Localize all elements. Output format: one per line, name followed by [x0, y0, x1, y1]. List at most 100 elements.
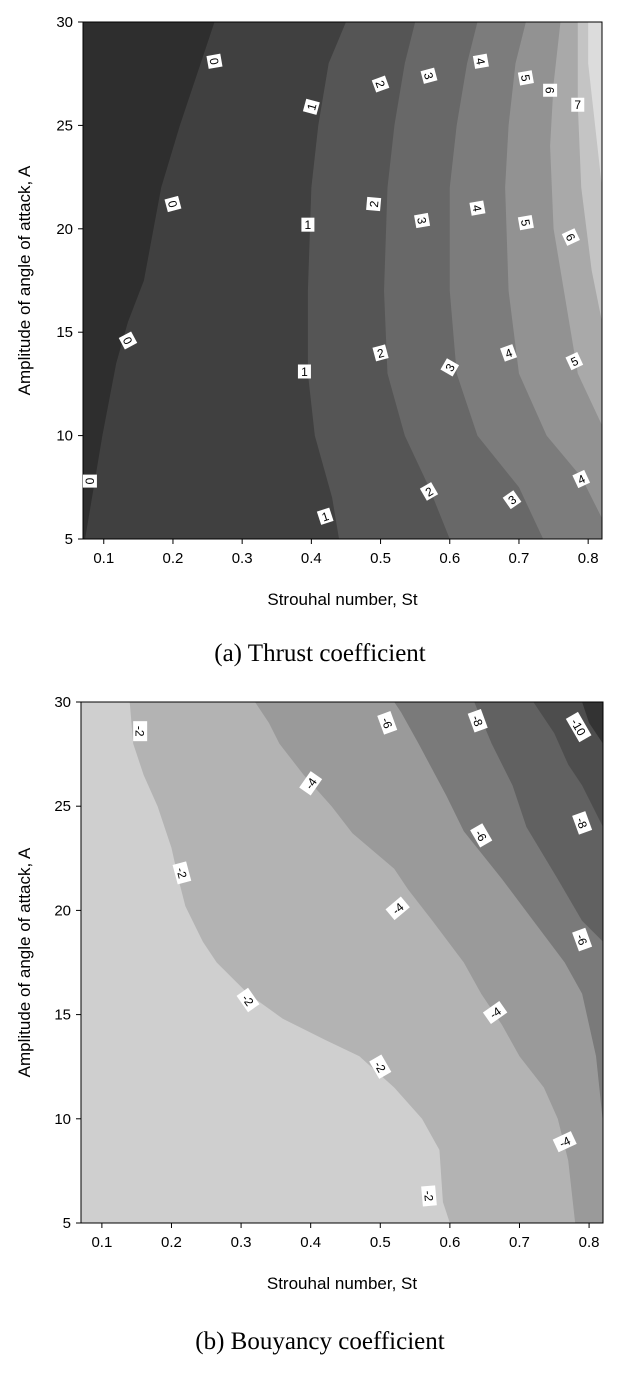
contour-label-text: 4 — [469, 204, 484, 213]
contour-label: -4 — [552, 1131, 577, 1153]
x-tick-label: 0.8 — [579, 1234, 600, 1251]
plot-frame — [82, 21, 603, 540]
contour-label: 7 — [571, 97, 585, 112]
contour-label: 0 — [164, 195, 182, 213]
contour-label: -2 — [172, 861, 192, 885]
y-tick-label: 30 — [54, 694, 71, 711]
contour-label-text: 5 — [518, 73, 533, 82]
y-tick-label: 10 — [54, 1111, 71, 1128]
contour-label: 4 — [500, 344, 518, 362]
x-tick-label: 0.4 — [301, 550, 322, 567]
contour-label-text: 2 — [372, 79, 388, 90]
x-tick-label: 0.5 — [370, 550, 391, 567]
x-tick-label: 0.8 — [578, 550, 599, 567]
thrust-contour-chart: 0 0 0 0 1 1 1 1 2 2 2 2 3 3 3 3 4 4 4 4 5 5 5 6 6 7 0.1 0.2 0.3 0.4 0.… — [15, 14, 603, 609]
contour-label: 1 — [316, 507, 334, 525]
contour-label-text: 3 — [421, 71, 436, 81]
y-tick-label: 20 — [56, 221, 73, 238]
contour-band--12 — [533, 702, 603, 1223]
contour-label: -4 — [482, 1001, 508, 1024]
contour-label-text: 2 — [367, 200, 382, 208]
x-tick-label: 0.1 — [91, 1234, 112, 1251]
contour-label: 2 — [366, 196, 382, 212]
contour-label-text: 0 — [82, 478, 96, 485]
y-axis-label: Amplitude of angle of attack, A — [15, 847, 34, 1077]
panel-buoyancy: -2 -2 -2 -2 -2 -4 -4 -4 -4 -6 -6 -6 -8 -8 -10 0.1 0.2 0.3… — [0, 690, 640, 1381]
x-tick-label: 0.1 — [93, 550, 114, 567]
contour-label-text: 4 — [473, 57, 488, 66]
contour-regions — [81, 702, 603, 1223]
contour-label: 4 — [572, 469, 591, 489]
y-tick-label: 5 — [65, 531, 73, 548]
contour-label: 1 — [302, 98, 320, 115]
contour-label: -6 — [470, 823, 493, 848]
caption-buoyancy: (b) Bouyancy coefficient — [195, 1328, 445, 1355]
contour-label-text: 7 — [574, 98, 581, 112]
contour-label-text: 1 — [305, 218, 312, 232]
contour-band-8 — [588, 22, 602, 539]
contour-label-text: -2 — [173, 866, 189, 880]
contour-label: -4 — [299, 771, 323, 796]
x-tick-label: 0.7 — [509, 1234, 530, 1251]
contour-label: -6 — [377, 711, 398, 735]
contour-label: 0 — [118, 331, 138, 350]
y-tick-label: 5 — [63, 1215, 71, 1232]
contour-label-text: -2 — [421, 1190, 436, 1202]
contour-label: 0 — [206, 53, 223, 69]
contour-label: -8 — [572, 811, 593, 835]
contour-label: 3 — [440, 358, 460, 377]
x-tick-label: 0.6 — [439, 1234, 460, 1251]
x-tick-label: 0.3 — [232, 550, 253, 567]
contour-label: -2 — [236, 987, 260, 1013]
contour-label: 4 — [472, 53, 489, 69]
y-axis-label: Amplitude of angle of attack, A — [15, 165, 34, 395]
contour-label-text: 1 — [320, 509, 331, 524]
x-tick-label: 0.2 — [163, 550, 184, 567]
y-tick-label: 15 — [56, 324, 73, 341]
contour-label: -2 — [421, 1185, 437, 1207]
contour-label: 3 — [414, 212, 431, 229]
contour-label-text: 2 — [376, 346, 386, 361]
contour-label: -8 — [467, 708, 488, 733]
contour-label: 2 — [372, 344, 389, 362]
contour-label-text: 1 — [301, 365, 308, 379]
contour-label-text: -6 — [573, 932, 590, 947]
caption-thrust: (a) Thrust coefficient — [214, 640, 426, 667]
contour-label: 3 — [502, 490, 522, 510]
y-tick-label: 15 — [54, 1007, 71, 1024]
contour-label-text: -8 — [573, 816, 590, 831]
contour-label: 5 — [565, 352, 584, 371]
contour-label-text: 3 — [414, 216, 429, 225]
contour-label: -4 — [385, 896, 410, 921]
y-tick-label: 25 — [56, 117, 73, 134]
contour-label: -2 — [133, 721, 148, 742]
contour-label: 0 — [82, 474, 97, 488]
contour-label: -6 — [572, 927, 593, 952]
contour-label: 6 — [543, 83, 558, 97]
contour-label: 1 — [297, 364, 311, 379]
contour-band-7 — [577, 22, 602, 539]
contour-label-text: -8 — [469, 714, 486, 729]
y-tick-label: 20 — [54, 902, 71, 919]
contour-label: 2 — [371, 75, 390, 93]
x-axis-label: Strouhal number, St — [267, 590, 418, 609]
y-tick-label: 25 — [54, 798, 71, 815]
contour-label: 4 — [469, 200, 486, 216]
contour-label-text: -2 — [133, 726, 147, 737]
contour-label-text: 0 — [207, 57, 222, 66]
contour-label: 3 — [420, 67, 438, 84]
x-tick-label: 0.2 — [161, 1234, 182, 1251]
contour-label-text: 6 — [543, 87, 557, 94]
contour-label-text: 5 — [518, 218, 533, 227]
plot-frame — [80, 701, 604, 1224]
contour-label-text: 0 — [165, 199, 180, 209]
contour-label-text: 1 — [304, 102, 319, 112]
contour-label: 2 — [419, 482, 439, 501]
contour-band--10 — [474, 702, 603, 1223]
panel-thrust: 0 0 0 0 1 1 1 1 2 2 2 2 3 3 3 3 4 4 4 4 5 5 5 6 6 7 0.1 0.2 0.3 0.4 0.… — [0, 0, 640, 690]
x-tick-label: 0.5 — [370, 1234, 391, 1251]
x-tick-label: 0.6 — [439, 550, 460, 567]
buoyancy-contour-chart: -2-2-2-2-2-4-4-4-4-6-6-6-8-8-100.1 0.2 0.3… — [15, 694, 604, 1293]
x-axis-label: Strouhal number, St — [267, 1274, 418, 1293]
contour-label: -2 — [369, 1054, 392, 1079]
